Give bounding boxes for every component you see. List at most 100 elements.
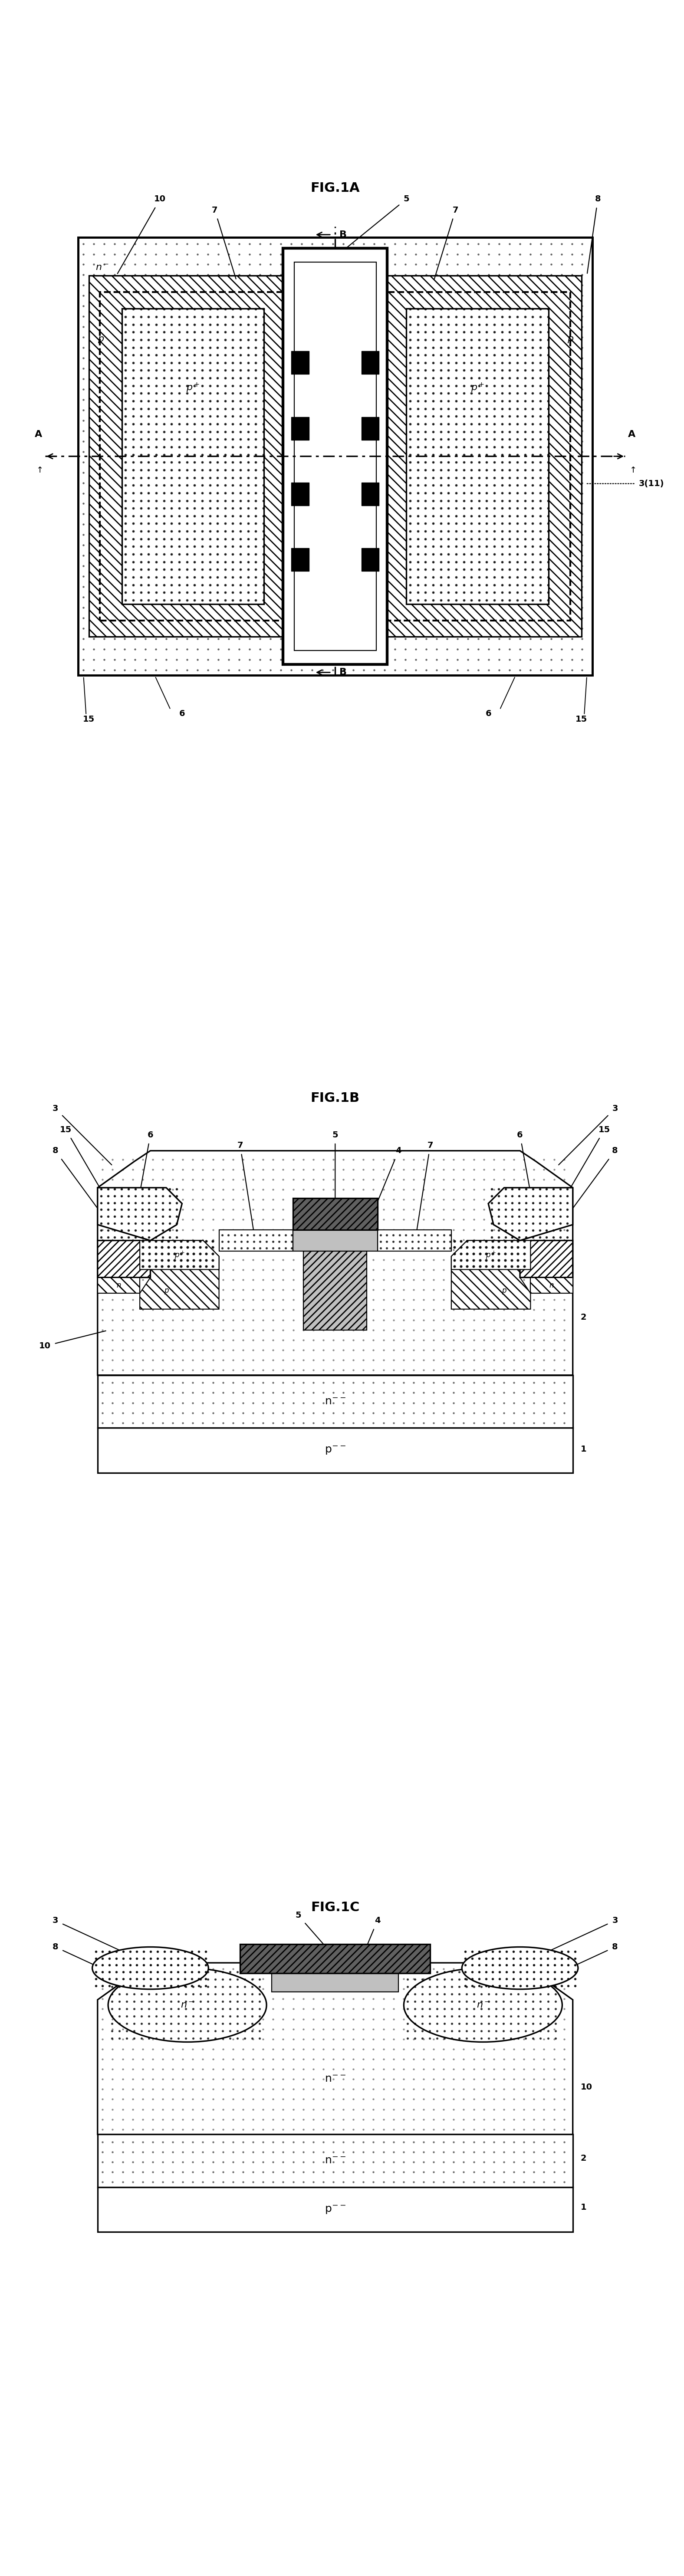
Ellipse shape — [92, 1947, 209, 1989]
Polygon shape — [98, 1278, 140, 1293]
Bar — [100, 291, 286, 621]
Text: 4: 4 — [352, 1917, 380, 1981]
Polygon shape — [488, 1188, 573, 1242]
Text: n$^{--}$: n$^{--}$ — [324, 2074, 346, 2084]
Text: p: p — [502, 1288, 506, 1296]
Text: A: A — [35, 430, 42, 438]
Text: 10: 10 — [39, 1332, 106, 1350]
Text: 1: 1 — [581, 2202, 587, 2213]
Text: p: p — [164, 1288, 168, 1296]
Bar — [283, 247, 387, 665]
Text: n: n — [116, 1280, 121, 1288]
Bar — [291, 417, 309, 440]
Text: p: p — [568, 335, 573, 343]
Bar — [361, 482, 379, 505]
Bar — [361, 417, 379, 440]
Text: 7: 7 — [434, 206, 458, 278]
Bar — [373, 276, 581, 636]
Bar — [272, 1973, 399, 1991]
Text: $\uparrow$: $\uparrow$ — [628, 466, 635, 474]
Text: 7: 7 — [237, 1141, 256, 1244]
Text: 5: 5 — [332, 1131, 338, 1206]
Text: 15: 15 — [568, 1126, 610, 1190]
Polygon shape — [140, 1242, 219, 1270]
Bar — [406, 309, 549, 603]
Bar — [78, 237, 592, 675]
Text: FIG.1A: FIG.1A — [311, 183, 360, 193]
Text: B: B — [339, 667, 347, 677]
Bar — [98, 1376, 573, 1427]
Text: p$^+$: p$^+$ — [186, 381, 200, 394]
Text: 3(11): 3(11) — [587, 479, 664, 487]
Text: FIG.1C: FIG.1C — [311, 1901, 360, 1914]
Text: 10: 10 — [581, 2084, 592, 2092]
Polygon shape — [98, 1242, 150, 1278]
Bar — [291, 482, 309, 505]
Text: n$^{--}$: n$^{--}$ — [324, 2156, 346, 2166]
Text: 5: 5 — [334, 196, 409, 258]
Bar — [304, 1252, 367, 1329]
Bar — [291, 350, 309, 374]
Bar — [89, 276, 297, 636]
Bar — [219, 1229, 293, 1252]
Text: 3: 3 — [53, 1105, 111, 1164]
Text: p$^+$: p$^+$ — [486, 1249, 496, 1260]
Polygon shape — [531, 1278, 573, 1293]
Text: A: A — [628, 430, 635, 438]
Text: 6: 6 — [517, 1131, 530, 1190]
Bar — [384, 291, 570, 621]
Text: 2: 2 — [581, 1314, 587, 1321]
Text: p$^{--}$: p$^{--}$ — [324, 2205, 346, 2215]
Text: 3: 3 — [53, 1917, 122, 1950]
Text: p: p — [98, 335, 104, 343]
Bar — [361, 350, 379, 374]
Bar — [378, 1229, 451, 1252]
Text: 15: 15 — [60, 1126, 102, 1190]
Polygon shape — [520, 1242, 573, 1278]
Text: 15: 15 — [83, 716, 95, 724]
Text: 15: 15 — [575, 716, 588, 724]
Text: n$^-$: n$^-$ — [476, 2002, 490, 2009]
Text: p$^+$: p$^+$ — [471, 381, 484, 394]
Bar — [122, 309, 264, 603]
Text: n: n — [549, 1280, 554, 1288]
Text: p$^+$: p$^+$ — [174, 1249, 185, 1260]
Text: 7: 7 — [212, 206, 236, 278]
Text: 2: 2 — [581, 2154, 587, 2161]
Bar — [293, 1229, 378, 1252]
Ellipse shape — [462, 1947, 578, 1989]
Text: 7: 7 — [415, 1141, 433, 1244]
Bar — [406, 309, 549, 603]
Ellipse shape — [108, 1968, 267, 2043]
Text: 8: 8 — [587, 196, 601, 273]
Bar — [361, 549, 379, 572]
Text: 1: 1 — [581, 1445, 587, 1453]
Polygon shape — [98, 1963, 573, 2136]
Text: $\uparrow$: $\uparrow$ — [35, 466, 42, 474]
Bar — [98, 1427, 573, 1473]
Bar — [240, 1945, 430, 1973]
Polygon shape — [98, 1151, 573, 1376]
Bar — [294, 263, 376, 652]
Text: 6: 6 — [486, 708, 491, 719]
Bar — [293, 1198, 378, 1229]
Text: 10: 10 — [118, 196, 166, 273]
Bar — [98, 2136, 573, 2187]
Bar — [122, 309, 264, 603]
Text: 3: 3 — [559, 1105, 618, 1164]
Text: B: B — [339, 229, 347, 240]
Text: 8: 8 — [53, 1146, 112, 1229]
Polygon shape — [98, 1188, 182, 1242]
Text: 4: 4 — [363, 1146, 402, 1239]
Text: 8: 8 — [53, 1942, 122, 1978]
Bar — [98, 2187, 573, 2231]
Bar — [291, 549, 309, 572]
Text: 6: 6 — [140, 1131, 153, 1190]
Text: 3: 3 — [549, 1917, 618, 1950]
Text: 8: 8 — [558, 1146, 618, 1229]
Text: p$^{--}$: p$^{--}$ — [324, 1445, 346, 1455]
Polygon shape — [140, 1242, 219, 1309]
Ellipse shape — [404, 1968, 562, 2043]
Text: 6: 6 — [179, 708, 185, 719]
Polygon shape — [451, 1242, 531, 1270]
